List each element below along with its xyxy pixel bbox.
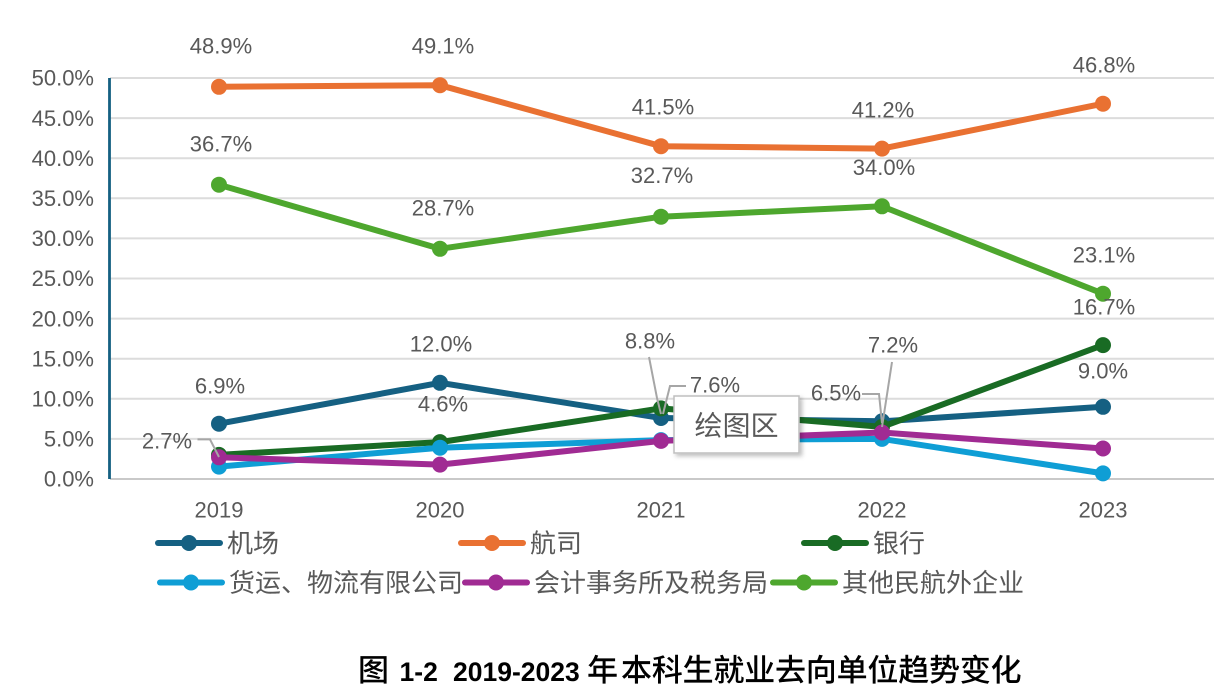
svg-text:12.0%: 12.0% (410, 332, 472, 357)
svg-text:16.7%: 16.7% (1073, 295, 1135, 320)
svg-text:36.7%: 36.7% (190, 132, 252, 157)
svg-text:2022: 2022 (858, 498, 907, 523)
svg-text:5.0%: 5.0% (44, 427, 94, 452)
svg-text:45.0%: 45.0% (32, 106, 94, 131)
svg-text:41.5%: 41.5% (632, 95, 694, 120)
svg-text:4.6%: 4.6% (418, 392, 468, 417)
svg-text:40.0%: 40.0% (32, 146, 94, 171)
svg-text:32.7%: 32.7% (631, 163, 693, 188)
svg-text:49.1%: 49.1% (412, 34, 474, 59)
svg-text:2019-2023: 2019-2023 (453, 657, 580, 687)
svg-text:10.0%: 10.0% (32, 387, 94, 412)
svg-text:2023: 2023 (1079, 498, 1128, 523)
svg-text:6.9%: 6.9% (195, 374, 245, 399)
svg-text:2019: 2019 (195, 498, 244, 523)
svg-text:2.7%: 2.7% (142, 429, 192, 454)
svg-text:34.0%: 34.0% (853, 155, 915, 180)
svg-text:25.0%: 25.0% (32, 266, 94, 291)
svg-text:9.0%: 9.0% (1078, 359, 1128, 384)
svg-text:20.0%: 20.0% (32, 306, 94, 331)
svg-text:6.5%: 6.5% (811, 381, 861, 406)
svg-text:1-2: 1-2 (400, 657, 438, 687)
svg-text:15.0%: 15.0% (32, 346, 94, 371)
svg-text:2021: 2021 (637, 498, 686, 523)
svg-text:46.8%: 46.8% (1073, 53, 1135, 78)
svg-text:23.1%: 23.1% (1073, 243, 1135, 268)
svg-text:7.6%: 7.6% (690, 373, 740, 398)
svg-text:28.7%: 28.7% (412, 196, 474, 221)
svg-text:41.2%: 41.2% (852, 98, 914, 123)
svg-text:35.0%: 35.0% (32, 186, 94, 211)
svg-text:2020: 2020 (416, 498, 465, 523)
svg-text:0.0%: 0.0% (44, 467, 94, 492)
svg-text:8.8%: 8.8% (625, 329, 675, 354)
svg-text:7.2%: 7.2% (868, 333, 918, 358)
svg-text:48.9%: 48.9% (190, 34, 252, 59)
svg-text:50.0%: 50.0% (32, 66, 94, 91)
svg-text:30.0%: 30.0% (32, 226, 94, 251)
